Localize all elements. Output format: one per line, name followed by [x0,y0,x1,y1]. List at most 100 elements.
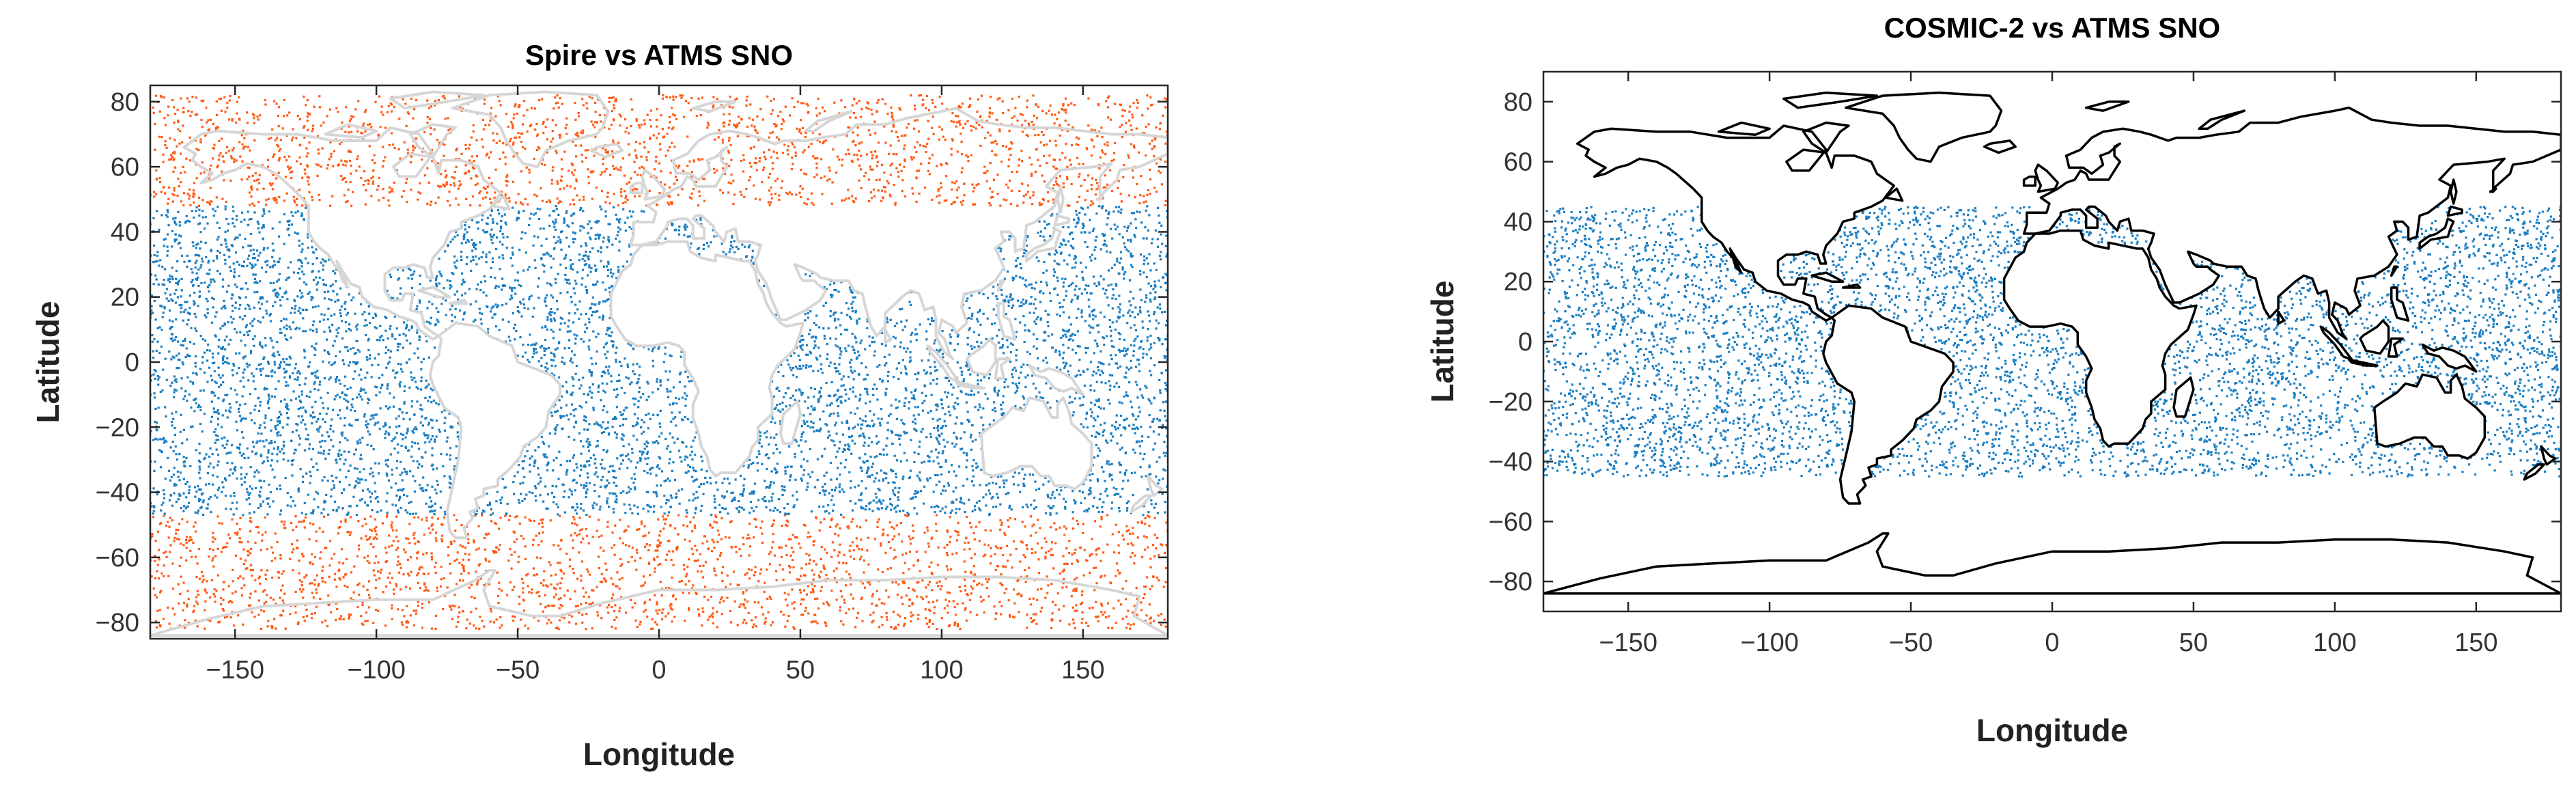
scatter-point [533,462,536,465]
scatter-point [548,432,551,435]
scatter-point [1091,435,1093,437]
scatter-point [820,590,822,592]
scatter-point [971,587,974,590]
scatter-point [947,484,950,487]
scatter-point [745,622,748,624]
scatter-point [369,354,372,357]
scatter-point [302,616,305,618]
scatter-point [486,504,489,507]
scatter-point [718,534,720,536]
scatter-point [305,411,307,414]
scatter-point [694,512,697,514]
scatter-point [743,618,746,622]
scatter-point [415,612,417,615]
scatter-point [804,607,807,609]
scatter-point [611,532,614,534]
scatter-point [196,562,199,565]
scatter-point [1150,499,1153,502]
scatter-point [244,326,247,329]
scatter-point [423,583,426,586]
scatter-point [377,500,380,503]
scatter-point [490,209,493,212]
scatter-point [429,532,432,534]
scatter-point [1049,526,1052,529]
scatter-point [464,553,466,555]
scatter-point [182,544,185,547]
scatter-point [417,442,419,445]
scatter-point [481,514,484,516]
scatter-point [254,579,257,581]
scatter-point [943,607,946,610]
scatter-point [249,592,252,595]
scatter-point [585,591,587,594]
scatter-point [296,295,299,298]
scatter-point [195,555,197,558]
scatter-point [883,471,886,474]
scatter-point [659,541,662,544]
scatter-point [1077,523,1080,525]
scatter-point [580,603,583,606]
scatter-point [583,393,585,396]
scatter-point [276,432,279,435]
scatter-point [1125,350,1128,353]
scatter-point [691,553,694,555]
scatter-point [750,259,753,262]
scatter-point [392,588,395,591]
scatter-point [973,553,977,555]
scatter-point [232,472,234,475]
scatter-point [1051,612,1054,615]
scatter-point [1009,294,1012,297]
scatter-point [194,362,197,365]
scatter-point [509,514,512,517]
scatter-point [277,293,280,296]
scatter-point [812,544,815,547]
scatter-point [206,507,209,510]
scatter-point [287,266,290,269]
scatter-point [1039,396,1042,399]
scatter-point [532,538,535,541]
scatter-point [975,613,978,616]
scatter-point [1082,523,1084,525]
scatter-point [475,607,477,610]
scatter-point [469,303,472,306]
scatter-point [1072,339,1074,342]
scatter-point [872,499,875,502]
scatter-point [366,488,369,491]
scatter-point [473,242,475,245]
scatter-point [1015,331,1018,333]
scatter-point [607,262,610,265]
scatter-point [232,513,235,516]
scatter-point [1030,296,1033,299]
scatter-point [604,372,606,374]
scatter-point [285,327,288,331]
scatter-point [1031,552,1033,555]
scatter-point [612,583,615,585]
scatter-point [333,553,336,555]
scatter-point [244,476,247,479]
scatter-point [374,326,376,329]
scatter-point [792,534,794,536]
scatter-point [192,541,195,544]
scatter-point [414,542,417,545]
scatter-point [457,616,460,618]
scatter-point [1111,533,1114,536]
scatter-point [1164,469,1166,472]
scatter-point [152,244,155,247]
scatter-point [496,306,499,309]
scatter-point [587,428,589,431]
scatter-point [1107,615,1110,618]
scatter-point [1127,500,1130,503]
scatter-point [713,570,716,573]
scatter-point [424,396,427,399]
scatter-point [1087,493,1090,496]
scatter-point [330,363,333,367]
scatter-point [573,469,576,472]
scatter-point [894,555,897,558]
scatter-point [171,266,173,269]
scatter-point [926,526,929,529]
scatter-point [423,582,426,585]
scatter-point [470,611,473,613]
scatter-point [624,529,627,532]
scatter-point [830,499,832,501]
scatter-point [1007,525,1010,528]
